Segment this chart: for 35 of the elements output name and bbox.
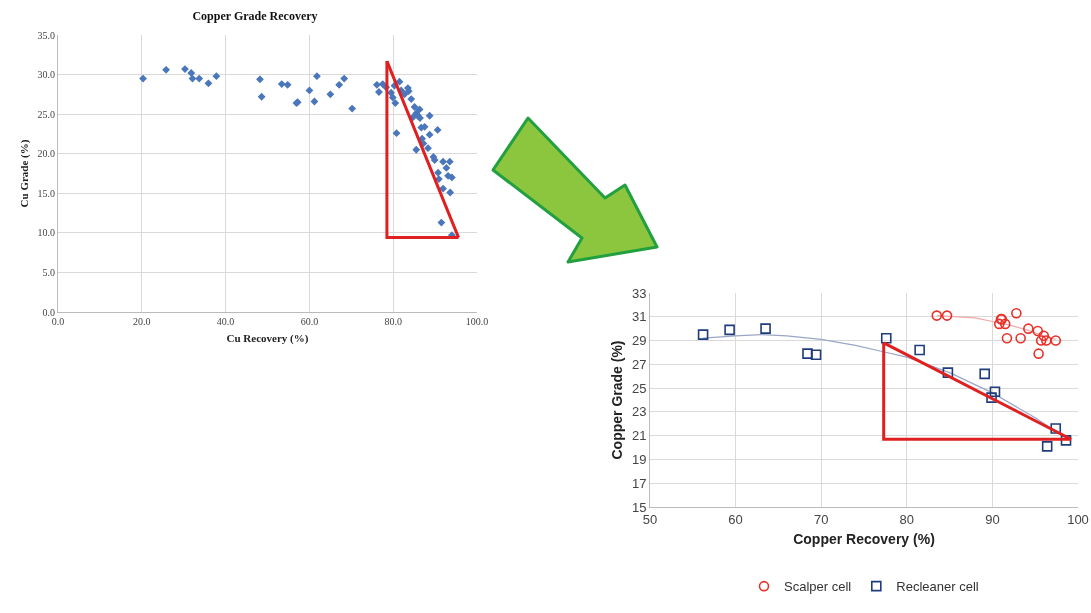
y-tick-label: 35.0 [37, 29, 55, 41]
y-tick-label: 10.0 [37, 227, 55, 239]
y-tick-label: 30.0 [37, 69, 55, 81]
x-tick-label: 80 [899, 511, 915, 527]
x-tick-label: 60.0 [300, 316, 319, 327]
y-tick-label: 25.0 [37, 108, 55, 120]
y-tick-label: 29 [631, 333, 647, 349]
legend-label: Scalper cell [784, 579, 852, 595]
y-tick-label: 15.0 [37, 187, 55, 199]
y-tick-label: 0.0 [42, 306, 55, 318]
y-tick-label: 19 [631, 451, 647, 467]
y-tick-label: 25 [631, 380, 647, 396]
x-axis-title: Cu Recovery (%) [226, 332, 309, 346]
x-tick-label: 80.0 [384, 316, 402, 327]
legend-label: Recleaner cell [896, 579, 979, 595]
x-tick-label: 100.0 [465, 316, 489, 327]
y-tick-label: 17 [631, 475, 647, 491]
y-tick-label: 31 [631, 309, 647, 325]
y-tick-label: 5.0 [42, 266, 55, 278]
y-tick-label: 21 [631, 428, 647, 444]
y-tick-label: 23 [631, 404, 647, 420]
x-tick-label: 100 [1067, 511, 1089, 527]
x-tick-label: 70 [813, 511, 829, 527]
x-tick-label: 40.0 [216, 316, 235, 327]
y-axis-title: Copper Grade (%) [608, 340, 625, 460]
x-tick-label: 90 [985, 511, 1000, 527]
x-tick-label: 20.0 [133, 316, 151, 327]
chart-title: Copper Grade Recovery [192, 9, 318, 24]
y-axis-title: Cu Grade (%) [18, 139, 32, 208]
x-axis-title: Copper Recovery (%) [793, 530, 935, 547]
x-tick-label: 60 [728, 511, 743, 527]
y-tick-label: 27 [631, 356, 647, 372]
x-tick-label: 0.0 [51, 316, 65, 327]
y-tick-label: 20.0 [37, 148, 55, 160]
y-tick-label: 33 [631, 285, 647, 301]
